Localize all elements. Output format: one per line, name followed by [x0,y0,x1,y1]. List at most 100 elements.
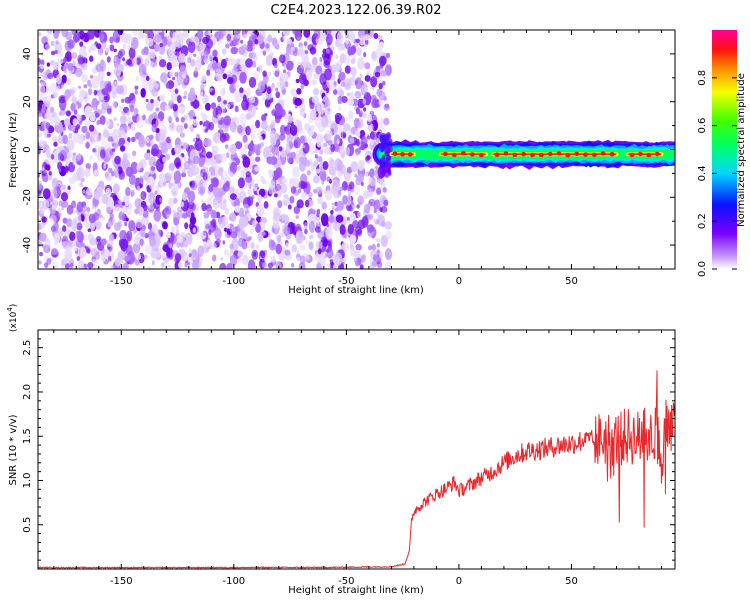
noise-blob [206,69,211,76]
noise-blob [100,59,105,67]
noise-blob [380,236,389,245]
noise-blob [73,31,80,42]
noise-blob [229,121,237,133]
noise-blob [324,68,332,81]
noise-blob [78,259,85,266]
noise-blob [89,55,94,62]
noise-blob [72,210,76,215]
noise-blob [38,180,43,192]
noise-blob [343,123,351,132]
noise-blob [46,62,50,67]
chart-title: C2E4.2023.122.06.39.R02 [270,3,441,18]
noise-blob [209,192,215,200]
noise-blob [163,181,166,186]
noise-blob [365,172,369,177]
noise-blob [217,95,222,103]
noise-blob [363,52,367,58]
noise-blob [326,129,333,140]
noise-blob [206,197,213,206]
noise-blob [199,105,203,111]
noise-blob [280,183,288,194]
noise-blob [72,159,77,166]
noise-blob [161,252,166,259]
signal-peak-dot [654,151,660,157]
noise-blob [81,215,85,222]
noise-blob [322,48,327,55]
noise-blob [202,36,209,45]
noise-blob [380,220,386,228]
noise-blob [142,204,148,211]
noise-blob [203,138,212,147]
noise-blob [339,224,346,236]
noise-blob [315,168,321,174]
noise-blob [380,206,388,213]
noise-blob [312,175,320,184]
signal-band [372,131,675,178]
noise-blob [188,91,196,102]
noise-blob [322,238,329,247]
noise-blob [61,74,67,84]
noise-blob [124,151,131,160]
noise-blob [135,76,139,82]
signal-peak-dot [512,152,518,157]
noise-blob [56,74,62,85]
noise-blob [178,166,184,173]
noise-blob [247,40,253,47]
noise-blob [194,164,199,173]
noise-blob [56,85,61,91]
noise-blob [354,90,362,99]
noise-blob [155,118,162,128]
signal-peak-dot [521,151,526,157]
noise-blob [363,107,367,112]
noise-blob [132,30,139,36]
noise-blob [99,30,105,35]
noise-blob [100,149,106,159]
noise-blob [295,148,304,159]
noise-blob [321,115,329,128]
noise-blob [204,128,208,133]
noise-blob [117,50,123,59]
noise-blob [266,86,272,94]
noise-blob [334,158,342,171]
noise-blob [292,47,296,52]
noise-blob [303,30,311,38]
noise-blob [174,252,182,262]
noise-blob [101,238,107,246]
noise-blob [378,178,384,185]
noise-blob [230,231,238,239]
noise-blob [369,168,375,178]
noise-blob [206,207,213,215]
noise-blob [296,249,300,254]
noise-blob [188,253,192,258]
bottom-x-tick-label: 0 [456,576,462,587]
noise-blob [298,180,306,190]
noise-blob [315,186,323,195]
noise-blob [237,177,245,189]
noise-blob [252,60,257,68]
bottom-y-tick-label: 2.0 [22,384,33,400]
noise-blob [383,117,390,126]
noise-blob [139,182,144,189]
signal-peak-dot [479,153,484,158]
noise-blob [109,264,115,269]
noise-blob [291,244,298,253]
noise-blob [153,30,160,36]
noise-blob [64,248,73,262]
noise-blob [222,73,228,80]
noise-blob [125,125,131,131]
noise-blob [187,64,191,70]
noise-blob [50,225,56,232]
colorbar-gradient [712,30,737,269]
noise-blob [38,113,43,117]
noise-blob [274,183,282,191]
noise-blob [233,63,242,73]
noise-blob [284,127,289,134]
noise-blob [309,144,316,155]
noise-blob [378,251,384,259]
noise-blob [114,257,121,267]
noise-blob [352,220,359,229]
noise-blob [203,231,207,236]
noise-blob [352,204,356,209]
noise-blob [66,204,74,215]
noise-blob [45,43,51,50]
